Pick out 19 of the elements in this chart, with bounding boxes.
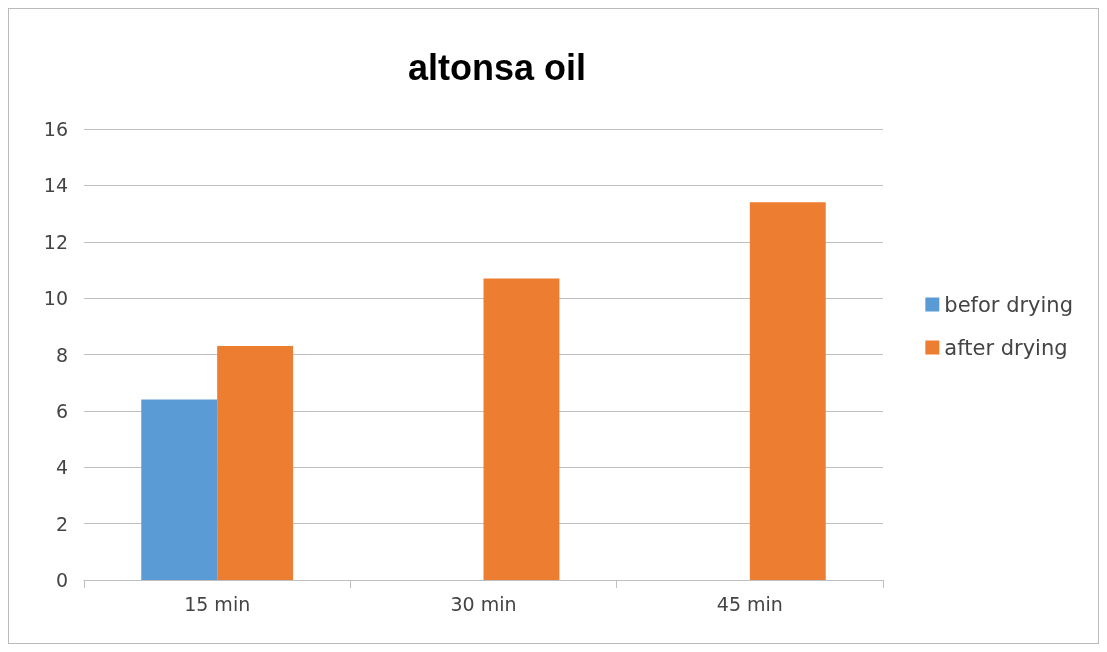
chart-title: altonsa oil bbox=[407, 46, 587, 88]
y-tick-label: 10 bbox=[43, 287, 68, 310]
bar bbox=[749, 202, 826, 580]
x-tick-label: 15 min bbox=[184, 592, 251, 615]
bar bbox=[217, 346, 294, 580]
y-tick-label: 4 bbox=[55, 456, 68, 479]
x-tick-label: 30 min bbox=[450, 592, 517, 615]
y-tick-label: 2 bbox=[55, 512, 68, 535]
y-tick-label: 6 bbox=[55, 399, 68, 422]
y-tick-label: 12 bbox=[43, 230, 68, 253]
legend-label: after drying bbox=[944, 335, 1068, 360]
x-tick-label: 45 min bbox=[716, 592, 783, 615]
y-tick-label: 16 bbox=[43, 118, 68, 140]
y-tick-label: 0 bbox=[55, 569, 68, 591]
legend-label: befor drying bbox=[944, 292, 1074, 317]
bar bbox=[483, 278, 560, 580]
bar bbox=[141, 399, 218, 580]
y-tick-label: 14 bbox=[43, 174, 68, 197]
y-tick-label: 8 bbox=[55, 343, 68, 366]
